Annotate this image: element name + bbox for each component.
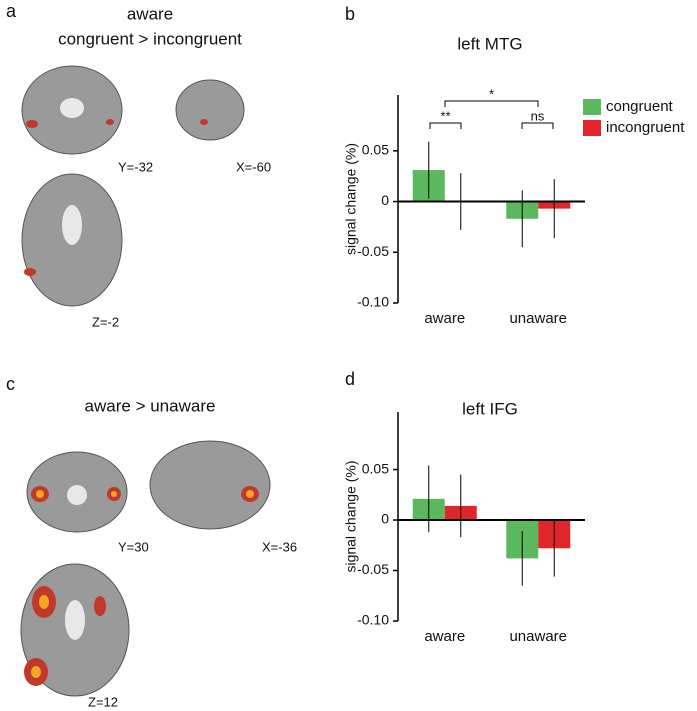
y-tick-label: 0.05 <box>362 460 389 476</box>
significance-label: ** <box>440 108 450 123</box>
x-tick-label: unaware <box>509 310 567 327</box>
slice-label: Z=12 <box>88 694 118 709</box>
x-tick-label: aware <box>424 628 465 645</box>
significance-label: ns <box>531 108 545 123</box>
x-tick-label: aware <box>424 310 465 327</box>
significance-bracket <box>521 122 554 129</box>
brain-axial <box>21 173 123 307</box>
significance-bracket <box>429 122 462 129</box>
y-axis-label: signal change (%) <box>343 460 359 572</box>
panel-label: d <box>345 369 355 389</box>
chart-title: left IFG <box>462 399 518 418</box>
brain-coronal <box>26 451 128 533</box>
legend-swatch <box>583 120 601 136</box>
legend-swatch <box>583 99 601 115</box>
panel-title: aware > unaware <box>85 396 216 415</box>
legend-label: congruent <box>606 98 674 115</box>
y-tick-label: -0.05 <box>357 243 389 259</box>
y-tick-label: -0.10 <box>357 612 389 628</box>
y-axis-label: signal change (%) <box>343 143 359 255</box>
panel-label: a <box>6 1 17 21</box>
brain-sagittal <box>175 79 245 141</box>
y-tick-label: 0 <box>381 511 389 527</box>
y-tick-label: 0 <box>381 192 389 208</box>
slice-label: X=-36 <box>262 539 297 554</box>
brain-axial <box>20 563 130 697</box>
y-tick-label: -0.10 <box>357 294 389 310</box>
y-tick-label: -0.05 <box>357 561 389 577</box>
significance-bracket <box>444 100 539 107</box>
panel-title: aware <box>127 4 173 23</box>
legend-label: incongruent <box>606 119 685 136</box>
panel-label: c <box>6 374 15 394</box>
panel-title: congruent > incongruent <box>58 29 242 48</box>
slice-label: Z=-2 <box>92 314 119 329</box>
slice-label: Y=30 <box>118 539 149 554</box>
panel-label: b <box>345 4 355 24</box>
x-tick-label: unaware <box>509 628 567 645</box>
y-tick-label: 0.05 <box>362 142 389 158</box>
slice-label: Y=-32 <box>118 159 153 174</box>
significance-label: * <box>489 86 494 101</box>
chart-title: left MTG <box>457 34 522 53</box>
brain-coronal <box>21 65 123 155</box>
slice-label: X=-60 <box>236 159 271 174</box>
brain-sagittal <box>149 440 271 530</box>
